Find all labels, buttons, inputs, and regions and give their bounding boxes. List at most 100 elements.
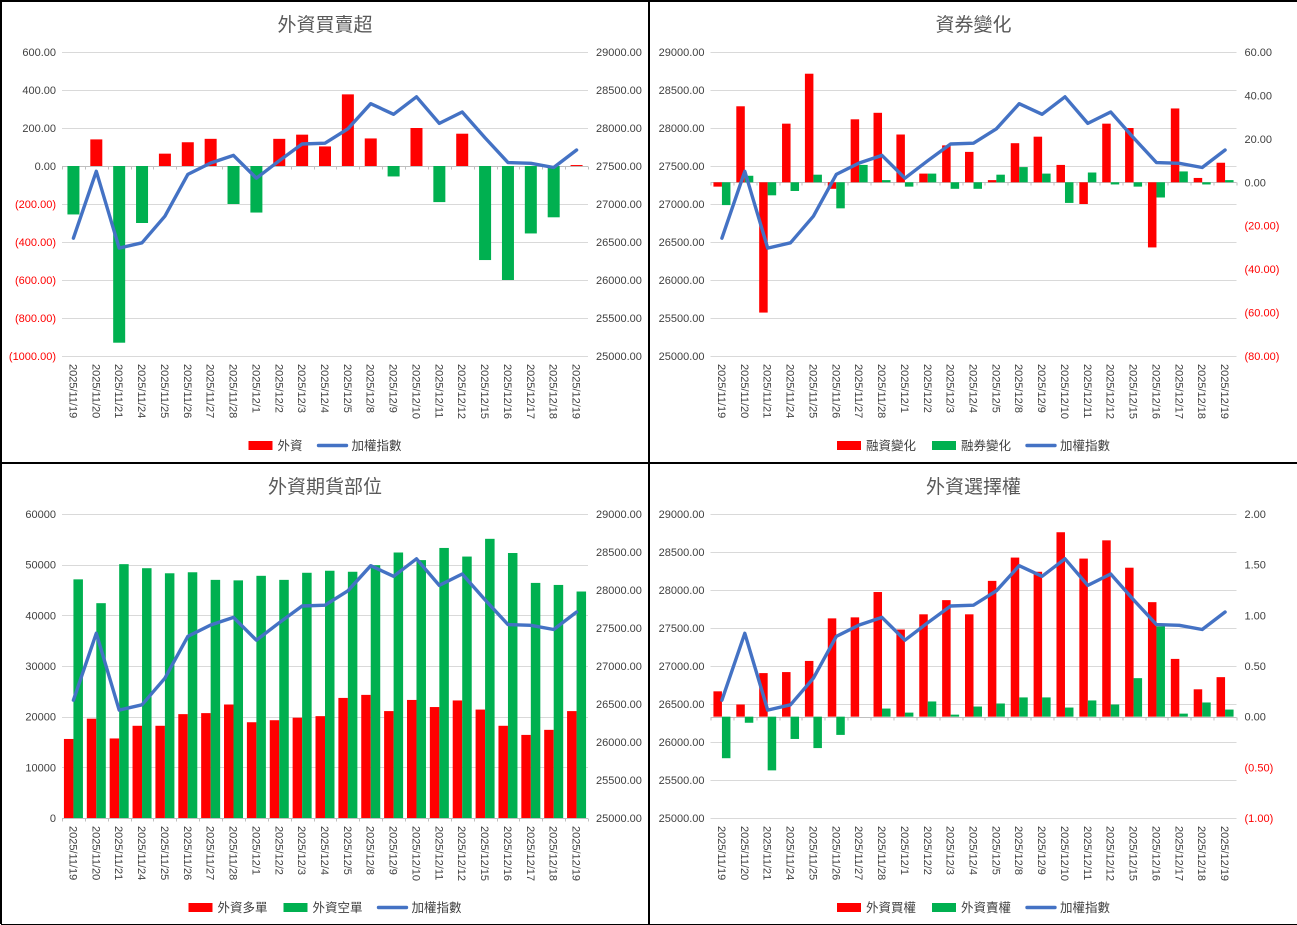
bar [1125,567,1134,717]
y-axis-tick-label: 26000.00 [659,275,705,287]
x-axis-tick-label: 2025/12/4 [967,364,979,413]
x-axis-tick-label: 2025/12/18 [1195,826,1207,881]
x-axis-tick-label: 2025/11/21 [761,826,773,880]
index-line [71,95,579,250]
x-axis-tick-label: 2025/12/19 [1218,826,1230,881]
legend-swatch-bar [837,441,861,450]
x-axis-tick-label: 2025/12/17 [524,826,536,881]
x-axis-tick-label: 2025/11/20 [89,364,101,418]
bar [1216,677,1226,717]
x-axis-tick-label: 2025/11/19 [66,826,78,880]
bar [364,138,377,166]
y-axis-tick-label: 28000.00 [596,585,642,597]
bar [1079,182,1088,204]
chart-foreign-futures-positions: 外資期貨部位 60000 50000 40000 30000 20000 10000 0 29… [25,476,642,915]
bar [859,164,868,183]
y-axis-tick-label: 27000.00 [659,661,705,673]
bar [987,580,997,717]
bar [315,716,325,818]
y-axis-tick-label: 0.00 [35,161,56,173]
bar [1225,709,1234,717]
bar [90,139,103,166]
bar [767,182,777,196]
bar-series-0 [67,94,583,343]
x-axis-tick-label: 2025/11/21 [761,364,773,418]
x-axis-tick-label: 2025/12/19 [1218,364,1230,419]
index-line [720,95,1227,250]
y-axis-tick-label: 25500.00 [659,775,705,787]
bar [524,166,537,234]
x-axis-tick-label: 2025/11/28 [227,826,239,880]
bar [507,553,518,818]
y-axis-tick-label: 0 [50,813,56,825]
y-axis-tick-label: (80.00) [1245,351,1280,363]
bar [1193,689,1203,717]
x-axis-tick-label: 2025/12/19 [570,364,582,419]
x-axis [710,717,1238,721]
bar [882,180,891,183]
bar [113,166,126,343]
x-axis-tick-label: 2025/11/26 [829,364,841,418]
bar [1147,602,1157,717]
x-axis-tick-label: 2025/12/17 [1172,826,1184,881]
y-axis-tick-label: 27500.00 [596,161,642,173]
x-axis-tick-label: 2025/12/12 [455,826,467,881]
x-axis-tick-label: 2025/12/18 [547,826,559,881]
legend-label: 融資變化 [866,438,917,453]
x-axis-tick-label: 2025/12/2 [921,826,933,875]
x-axis-tick-label: 2025/12/10 [409,364,421,419]
bar [927,173,937,183]
bar [201,713,211,818]
bar [919,173,928,183]
bar [1216,162,1226,183]
y-axis-tick-label: 28500.00 [596,547,642,559]
bar [1102,540,1111,717]
y-axis-left-labels: 29000.00 28500.00 28000.00 27500.00 27000.00… [659,509,705,825]
x-axis-tick-label: 2025/12/1 [249,826,261,875]
chart-cell-foreign-options: 外資選擇權 29000.00 28500.00 28000.00 27500.00 27… [649,463,1297,925]
x-axis-tick-label: 2025/11/24 [784,826,796,880]
bar [479,166,492,261]
y-axis-tick-label: 25500.00 [596,313,642,325]
x-axis [62,818,589,822]
bar [452,700,463,818]
bar [1079,558,1088,717]
bar [904,712,914,717]
bar [882,708,891,717]
y-axis-tick-label: 25000.00 [596,813,642,825]
x-axis [62,166,589,170]
bar [158,153,171,166]
bar-series-1 [721,164,1234,209]
x-axis-tick-label: 2025/12/9 [1035,364,1047,413]
x-axis-tick-label: 2025/11/26 [181,826,193,880]
bar [233,580,244,818]
chart-cell-margin-short-change: 資券變化 29000.00 28500.00 28000.00 27500.00 270… [649,1,1297,463]
legend-swatch-bar [248,441,273,450]
x-axis-tick-label: 2025/12/16 [1149,364,1161,419]
x-axis-tick-label: 2025/12/10 [1058,364,1070,419]
y-axis-tick-label: 400.00 [22,85,56,97]
y-axis-tick-label: 25000.00 [659,351,705,363]
bar [896,134,905,183]
bar [713,182,722,187]
y-axis-tick-label: 200.00 [22,123,56,135]
bar [782,672,791,717]
y-axis-tick-label: 28500.00 [659,85,705,97]
y-axis-tick-label: 60.00 [1245,47,1273,59]
bar [713,691,722,717]
bar [227,166,240,204]
legend-label: 外資多單 [218,901,268,915]
x-axis-tick-label: 2025/11/19 [66,364,78,418]
x-axis-tick-label: 2025/12/15 [1127,826,1139,881]
bar [406,699,417,818]
y-axis-tick-label: 26500.00 [659,237,705,249]
bar [1110,182,1120,185]
x-axis-tick-label: 2025/12/5 [341,826,353,875]
x-axis-tick-label: 2025/11/19 [715,364,727,418]
bar [485,538,495,818]
bar [361,694,371,818]
bar [873,112,883,183]
y-axis-tick-label: 25500.00 [596,775,642,787]
bar [1110,704,1120,717]
